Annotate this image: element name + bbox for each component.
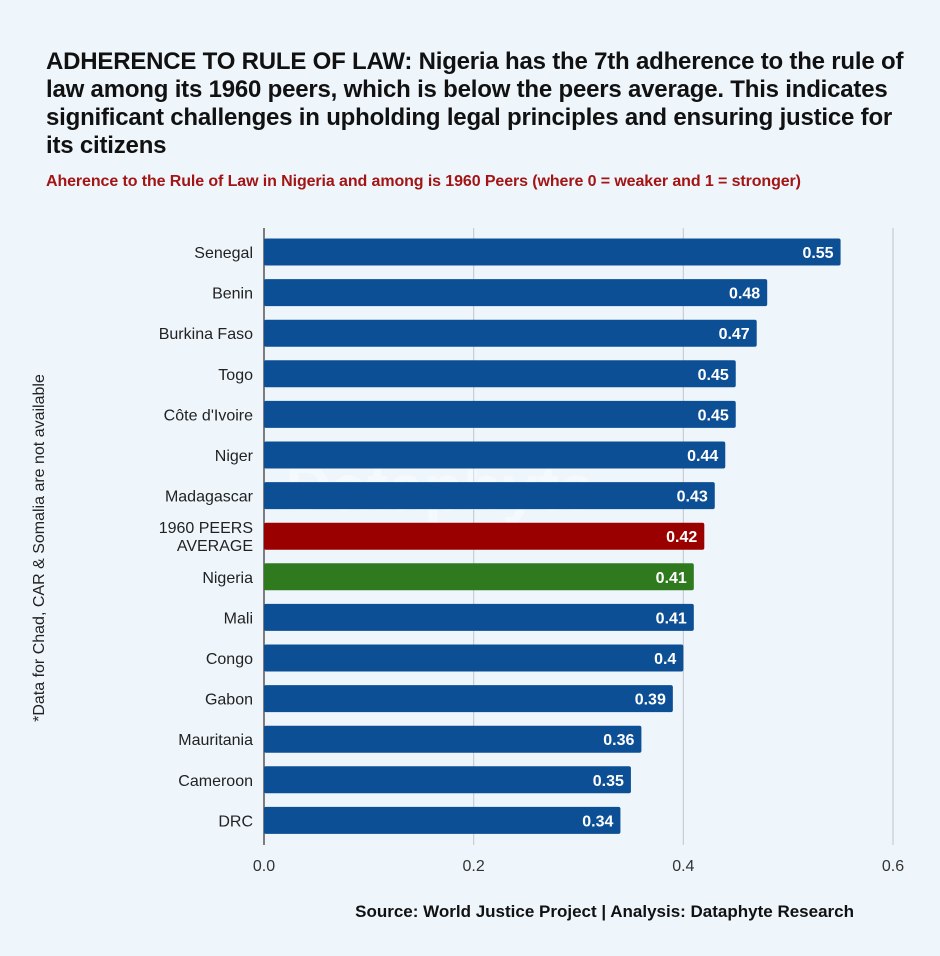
category-label: Congo <box>206 651 253 668</box>
category-label: Nigeria <box>202 570 253 587</box>
bar <box>264 644 684 672</box>
category-label: 1960 PEERS AVERAGE <box>159 520 253 555</box>
category-label: Burkina Faso <box>159 326 253 343</box>
category-label: Mauritania <box>178 732 253 749</box>
category-label: DRC <box>218 813 253 830</box>
category-label: Senegal <box>194 245 253 262</box>
value-label: 0.43 <box>677 489 708 506</box>
bar <box>264 806 621 834</box>
category-label: Cameroon <box>178 773 253 790</box>
category-label: Mali <box>224 610 253 627</box>
bar <box>264 522 705 550</box>
category-label: Niger <box>215 448 254 465</box>
bar <box>264 482 715 510</box>
chart-title: ADHERENCE TO RULE OF LAW: Nigeria has th… <box>46 48 904 159</box>
value-label: 0.42 <box>666 529 697 546</box>
value-label: 0.41 <box>656 610 687 627</box>
bar <box>264 238 841 266</box>
bar <box>264 319 757 347</box>
bar <box>264 360 736 388</box>
value-label: 0.55 <box>802 245 833 262</box>
value-label: 0.41 <box>656 570 687 587</box>
value-label: 0.47 <box>719 326 750 343</box>
source-credit: Source: World Justice Project | Analysis… <box>355 902 854 921</box>
bar <box>264 400 736 428</box>
category-label: Gabon <box>205 692 253 709</box>
chart-subtitle: Aherence to the Rule of Law in Nigeria a… <box>46 173 801 190</box>
value-label: 0.45 <box>698 367 729 384</box>
value-label: 0.35 <box>593 773 624 790</box>
bar <box>264 441 726 469</box>
value-label: 0.34 <box>582 813 613 830</box>
category-label: Côte d'Ivoire <box>164 407 253 424</box>
x-tick-label: 0.4 <box>672 858 694 875</box>
bars: 0.55 Senegal 0.48 Benin 0.47 Burkina Faso 0.45… <box>159 238 841 834</box>
value-label: 0.4 <box>654 651 676 668</box>
bar <box>264 725 642 753</box>
category-label: Togo <box>218 367 253 384</box>
x-axis: 0.0 0.2 0.4 0.6 <box>253 858 904 875</box>
x-tick-label: 0.2 <box>463 858 485 875</box>
value-label: 0.45 <box>698 407 729 424</box>
value-label: 0.48 <box>729 286 760 303</box>
category-label: Madagascar <box>165 489 254 506</box>
value-label: 0.44 <box>687 448 718 465</box>
bar <box>264 685 673 713</box>
bar <box>264 766 631 794</box>
x-tick-label: 0.6 <box>882 858 904 875</box>
bar <box>264 603 694 631</box>
bar <box>264 563 694 591</box>
x-tick-label: 0.0 <box>253 858 275 875</box>
bar <box>264 279 768 307</box>
category-label: Benin <box>212 286 253 303</box>
value-label: 0.36 <box>603 732 634 749</box>
value-label: 0.39 <box>635 692 666 709</box>
